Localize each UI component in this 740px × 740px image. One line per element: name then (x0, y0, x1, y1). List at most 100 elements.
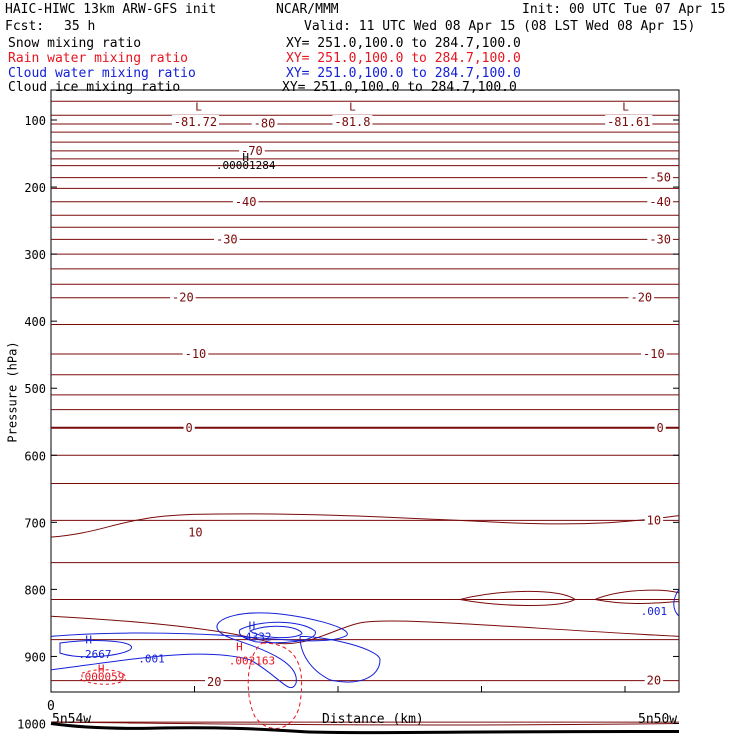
temperature-label: 20 (647, 674, 661, 688)
y-axis-label: Pressure (hPa) (5, 341, 20, 443)
temperature-contours (50, 100, 680, 723)
label-mask (170, 290, 196, 304)
extremum-label: .002163 (229, 654, 275, 667)
temperature-label: 0 (186, 421, 193, 435)
model-title: HAIC-HIWC 13km ARW-GFS init (5, 2, 217, 17)
temperature-label: -10 (185, 347, 207, 361)
label-mask (647, 232, 673, 246)
extremum-label: L (195, 101, 202, 114)
y-tick-label: 800 (24, 583, 46, 597)
extremum-label: H (85, 634, 92, 647)
temperature-label: 10 (647, 513, 661, 527)
valid-time: Valid: 11 UTC Wed 08 Apr 15 (08 LST Wed … (304, 19, 696, 34)
label-mask (605, 115, 653, 129)
x-start-label: 5n54w (52, 712, 92, 727)
label-mask (654, 420, 666, 434)
label-mask (205, 674, 224, 688)
label-mask (171, 115, 220, 129)
rain-water-left (81, 669, 126, 685)
fcst-label: Fcst: (5, 19, 45, 34)
label-mask (186, 525, 205, 539)
closed-isotherm-edge (594, 589, 680, 604)
extremum-label: .2667 (78, 648, 111, 661)
y-tick-label: 400 (24, 315, 46, 329)
label-mask (647, 170, 673, 184)
y-tick-label: 100 (24, 114, 46, 128)
x-end-label: 5n50w (638, 712, 678, 727)
label-mask (644, 673, 664, 687)
y-tick-label: 1000 (17, 718, 46, 732)
x-zero-label: 0 (47, 699, 55, 714)
cloud-water-contours (50, 589, 680, 689)
extremum-label: H (98, 663, 105, 676)
temperature-label: -70 (241, 144, 263, 158)
label-mask (644, 513, 664, 527)
cloud-water-core-inner (248, 625, 303, 639)
extremum-label: .001 (641, 605, 668, 618)
isotherm-surface (50, 721, 680, 726)
plot-border (50, 89, 680, 693)
temperature-label: -80 (254, 116, 276, 130)
label-mask (647, 194, 673, 208)
label-mask (182, 347, 209, 361)
field-cloudwater-name: Cloud water mixing ratio (8, 66, 196, 81)
field-cloudwater-xy: XY= 251.0,100.0 to 284.7,100.0 (286, 66, 521, 81)
extremum-label: .001 (138, 652, 165, 665)
label-mask (628, 290, 655, 304)
label-mask (232, 194, 259, 208)
cloud-water-lobe (299, 635, 381, 683)
field-rain-xy: XY= 251.0,100.0 to 284.7,100.0 (286, 51, 521, 66)
y-tick-label: 900 (24, 650, 46, 664)
cloud-water-outer (50, 612, 348, 689)
temperature-label: 10 (188, 525, 202, 539)
temperature-label: -81.72 (174, 115, 217, 129)
init-time: Init: 00 UTC Tue 07 Apr 15 (522, 2, 726, 17)
y-tick-label: 700 (24, 516, 46, 530)
temperature-label: -10 (643, 347, 665, 361)
terrain-surface (50, 722, 680, 735)
label-mask (641, 347, 667, 361)
extremum-label: H (249, 620, 256, 633)
temperature-label: -20 (172, 291, 194, 305)
closed-isotherm (459, 590, 576, 606)
extremum-label: 4332 (245, 630, 272, 643)
temperature-label: -40 (649, 195, 671, 209)
temperature-label: -81.8 (334, 115, 370, 129)
cloud-water-core (238, 621, 316, 644)
label-mask (251, 116, 278, 130)
org-label: NCAR/MMM (276, 2, 339, 17)
contour-labels: -81.72 -80 -81.8 -81.61 -70 -50 -40 -40 -30 -30 -2… (78, 101, 673, 689)
extremum-label: L (622, 101, 629, 114)
label-mask (214, 232, 240, 246)
y-tick-label: 500 (24, 382, 46, 396)
temperature-label: -50 (649, 171, 671, 185)
isotherm-perturbed (50, 615, 680, 645)
field-snow-name: Snow mixing ratio (8, 36, 142, 51)
ground-line (50, 721, 680, 735)
field-snow-xy: XY= 251.0,100.0 to 284.7,100.0 (286, 36, 521, 51)
fcst-value: 35 h (64, 19, 96, 34)
temperature-label: -81.61 (607, 115, 650, 129)
plot-frame (50, 89, 680, 693)
field-rain-name: Rain water mixing ratio (8, 51, 189, 66)
cloud-water-right (673, 589, 680, 617)
label-mask (239, 143, 265, 157)
rain-water-contours (81, 642, 303, 729)
temperature-label: -30 (216, 232, 238, 246)
temperature-label: -20 (630, 291, 652, 305)
cloud-water-left (59, 640, 133, 658)
label-mask (183, 420, 195, 434)
extremum-label: H (242, 151, 249, 164)
y-tick-label: 200 (24, 181, 46, 195)
field-cloudice-xy: XY= 251.0,100.0 to 284.7,100.0 (282, 80, 517, 95)
field-cloudice-name: Cloud ice mixing ratio (8, 80, 181, 95)
extremum-label: H (236, 640, 243, 653)
x-axis-label: Distance (km) (322, 712, 424, 727)
extremum-label: L (349, 101, 356, 114)
temperature-label: 0 (657, 421, 664, 435)
isotherm-10 (50, 513, 680, 538)
extremum-label: .000059 (78, 671, 124, 684)
rain-water-contour (247, 642, 303, 729)
